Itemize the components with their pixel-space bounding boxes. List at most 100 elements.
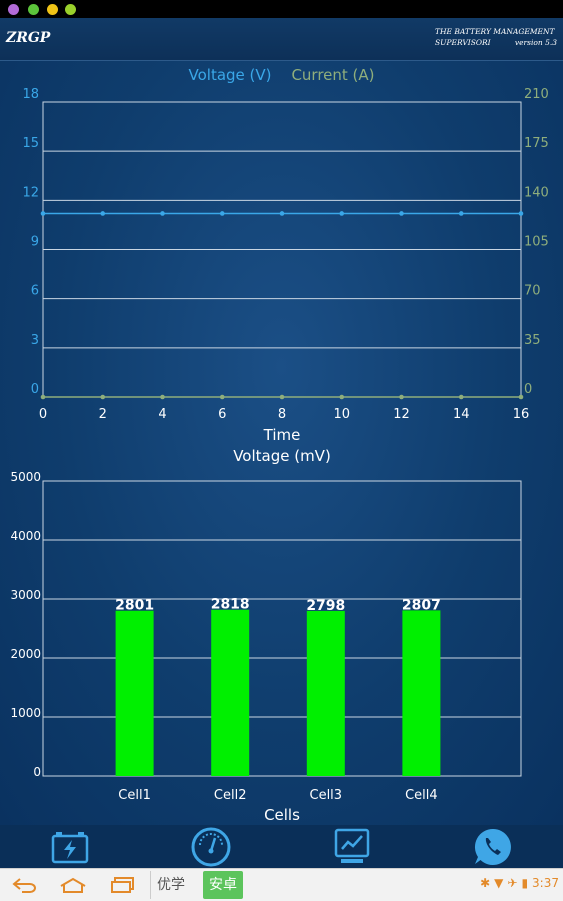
line-y-right-tick: 175: [524, 136, 549, 151]
voltage-point: [518, 211, 524, 216]
line-y-right-tick: 70: [524, 284, 541, 299]
line-y-left-tick: 12: [22, 185, 39, 200]
line-y-left-tick: 6: [31, 284, 39, 299]
line-x-tick: 14: [453, 407, 470, 422]
line-y-right-tick: 0: [524, 382, 532, 397]
bar-category-label: Cell2: [214, 788, 247, 803]
bar-chart-title: Voltage (mV): [233, 447, 331, 465]
line-y-axis-left: 0 3 6 9 12 15 18: [22, 87, 39, 397]
home-icon: [60, 877, 86, 893]
bar-category-label: Cell3: [310, 788, 343, 803]
voltage-point: [100, 211, 106, 216]
airplane-icon: ✈: [507, 876, 518, 890]
clock: 3:37: [532, 876, 559, 890]
tab-phone[interactable]: [453, 825, 533, 868]
line-y-left-tick: 3: [31, 333, 39, 348]
main-panel: Voltage (V) Current (A) 0 3 6 9 12 15 18 0 35 70…: [0, 61, 563, 825]
voltage-point: [219, 211, 225, 216]
line-x-tick: 16: [513, 407, 530, 422]
bar: [211, 609, 250, 776]
battery-status-icon: ▮: [521, 876, 529, 890]
recent-apps-button[interactable]: [108, 874, 138, 896]
line-y-right-tick: 35: [524, 333, 541, 348]
recent-apps-icon: [111, 877, 134, 893]
current-point: [339, 394, 345, 400]
battery-icon: [51, 831, 89, 863]
notification-lime-icon: [65, 4, 76, 15]
line-x-axis: 0 2 4 6 8 10 12 14 16: [39, 407, 529, 422]
bar-value-label: 2818: [211, 597, 250, 613]
back-button[interactable]: [10, 874, 40, 896]
bar-x-label: Cells: [264, 806, 300, 824]
tab-gauge[interactable]: [171, 825, 251, 868]
line-y-left-tick: 15: [22, 136, 39, 151]
status-bar: [0, 0, 563, 18]
subtitle-line1: THE BATTERY MANAGEMENT: [435, 27, 555, 36]
gauge-icon: [191, 827, 231, 866]
voltage-point: [40, 211, 46, 216]
bar: [115, 610, 154, 776]
tab-battery[interactable]: [30, 825, 110, 868]
bar-plot-area: [42, 480, 522, 777]
notification-green-icon: [28, 4, 39, 15]
notification-purple-icon: [8, 4, 19, 15]
line-series: [40, 211, 524, 400]
bar: [402, 610, 441, 776]
current-point: [518, 394, 524, 400]
home-button[interactable]: [58, 874, 88, 896]
line-grid: [43, 150, 521, 349]
line-x-tick: 6: [218, 407, 226, 422]
voltage-point: [279, 211, 285, 216]
bar-y-tick: 1000: [10, 706, 41, 720]
line-y-right-tick: 105: [524, 235, 549, 250]
line-x-tick: 2: [99, 407, 107, 422]
bar-y-axis: 0 1000 2000 3000 4000 5000: [10, 470, 41, 779]
line-y-axis-right: 0 35 70 105 140 175 210: [524, 87, 549, 397]
bar-y-tick: 0: [33, 765, 41, 779]
bar-y-tick: 2000: [10, 647, 41, 661]
notification-yellow-icon: [47, 4, 58, 15]
bar-value-label: 2798: [306, 598, 345, 614]
bar-y-tick: 3000: [10, 588, 41, 602]
current-point: [279, 394, 285, 400]
ime-left[interactable]: 优学: [150, 871, 191, 899]
bar-y-tick: 5000: [10, 470, 41, 484]
line-y-right-tick: 140: [524, 185, 549, 200]
voltage-point: [160, 211, 165, 216]
bar-value-label: 2801: [115, 598, 154, 614]
current-point: [100, 394, 106, 400]
ime-right[interactable]: 安卓: [203, 871, 243, 899]
chart-icon: [334, 828, 370, 863]
line-y-right-tick: 210: [524, 87, 549, 102]
bar: [306, 610, 345, 776]
current-point: [160, 394, 165, 400]
line-x-tick: 4: [158, 407, 166, 422]
tab-chart[interactable]: [312, 825, 392, 868]
version-label: version 5.3: [514, 38, 557, 47]
bar-category-label: Cell1: [118, 788, 151, 803]
app-title: ZRGP: [6, 30, 51, 46]
current-point: [40, 394, 46, 400]
line-x-tick: 12: [393, 407, 410, 422]
charts-svg: Voltage (V) Current (A) 0 3 6 9 12 15 18 0 35 70…: [10, 66, 548, 824]
line-x-tick: 0: [39, 407, 47, 422]
current-point: [219, 394, 225, 400]
bluetooth-icon: ✱: [480, 876, 491, 890]
line-y-left-tick: 9: [31, 235, 39, 250]
system-status: ✱ ▼ ✈ ▮ 3:37: [480, 876, 559, 890]
current-point: [399, 394, 404, 400]
bar-grid: [43, 539, 521, 718]
voltage-point: [458, 211, 464, 216]
app-subtitle: THE BATTERY MANAGEMENT SUPERVISORI versi…: [435, 26, 557, 48]
bar-y-tick: 4000: [10, 529, 41, 543]
voltage-point: [399, 211, 404, 216]
current-point: [458, 394, 464, 400]
line-x-label: Time: [263, 426, 301, 444]
line-chart: Voltage (V) Current (A) 0 3 6 9 12 15 18 0 35 70…: [22, 66, 548, 444]
subtitle-line2-left: SUPERVISORI: [435, 38, 491, 47]
bottom-tab-bar: [0, 825, 563, 868]
legend-current: Current (A): [291, 66, 374, 84]
phone-icon: [474, 828, 511, 865]
voltage-point: [339, 211, 345, 216]
bar-x-axis: Cell1 Cell2 Cell3 Cell4: [118, 788, 437, 803]
